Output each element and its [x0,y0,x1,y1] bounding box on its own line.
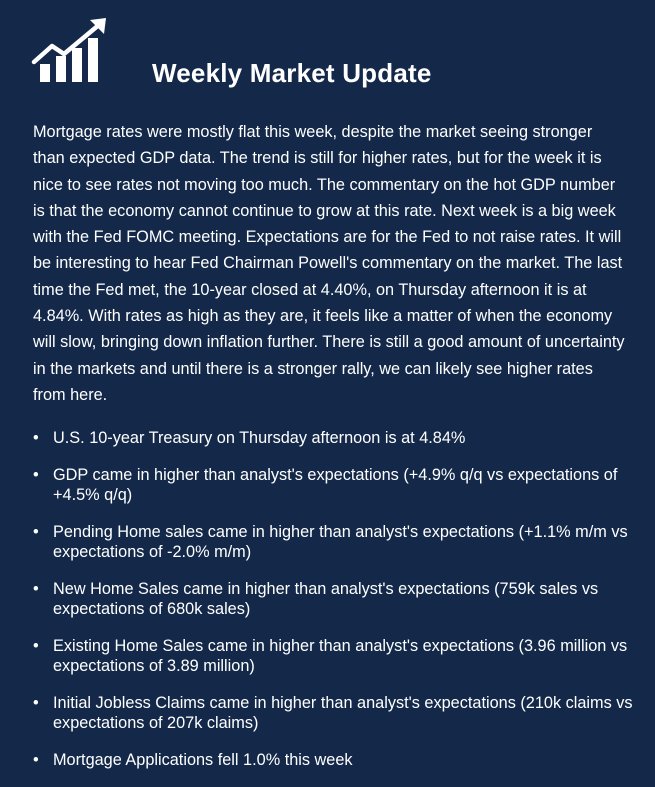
list-item: • Mortgage Applications fell 1.0% this we… [33,750,633,770]
list-item-text: Existing Home Sales came in higher than … [53,637,628,675]
list-item-text: U.S. 10-year Treasury on Thursday aftern… [53,429,466,447]
intro-paragraph: Mortgage rates were mostly flat this wee… [33,123,625,404]
list-item-text: Pending Home sales came in higher than a… [53,523,628,561]
list-item-text: New Home Sales came in higher than analy… [53,580,599,618]
bullet-icon: • [33,637,39,655]
list-item: • Existing Home Sales came in higher than… [33,636,633,676]
bullet-list: • U.S. 10-year Treasury on Thursday after… [33,428,633,787]
bullet-icon: • [33,751,39,769]
list-item-text: Initial Jobless Claims came in higher th… [53,694,633,732]
list-item: • U.S. 10-year Treasury on Thursday after… [33,428,633,448]
bullet-icon: • [33,523,39,541]
bar-chart-trend-icon [31,18,106,82]
list-item: • GDP came in higher than analyst's expec… [33,465,633,505]
bullet-icon: • [33,694,39,712]
bullet-icon: • [33,466,39,484]
bullet-icon: • [33,580,39,598]
page-title: Weekly Market Update [152,58,432,88]
list-item: • Pending Home sales came in higher than … [33,522,633,562]
list-item-text: GDP came in higher than analyst's expect… [53,466,618,504]
list-item-text: Mortgage Applications fell 1.0% this wee… [53,751,353,769]
bullet-icon: • [33,429,39,447]
list-item: • Initial Jobless Claims came in higher t… [33,693,633,733]
header: Weekly Market Update [0,0,655,110]
list-item: • New Home Sales came in higher than anal… [33,579,633,619]
